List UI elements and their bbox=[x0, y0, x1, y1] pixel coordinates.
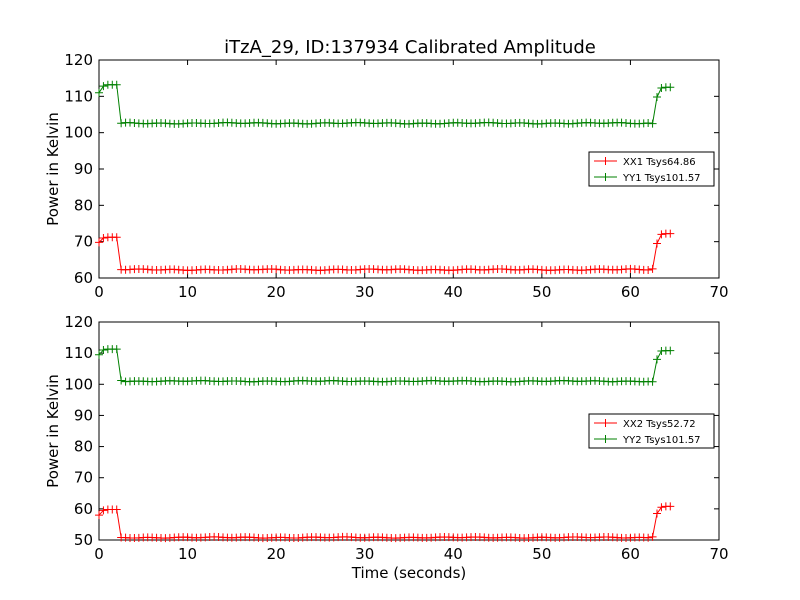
y-tick-label: 100 bbox=[64, 375, 93, 393]
data-point-marker bbox=[653, 355, 661, 364]
legend-entry-label: YY1 Tsys101.57 bbox=[622, 173, 701, 184]
y-tick-label: 60 bbox=[74, 269, 93, 287]
legend-entry-label: XX1 Tsys64.86 bbox=[623, 157, 696, 168]
data-point-marker bbox=[666, 83, 675, 92]
data-point-marker bbox=[653, 239, 661, 248]
legend-box bbox=[588, 413, 715, 449]
x-tick-label: 70 bbox=[709, 545, 728, 563]
data-point-marker bbox=[99, 346, 108, 355]
x-tick-label: 30 bbox=[355, 283, 374, 301]
data-point-marker bbox=[666, 346, 675, 355]
y-tick-label: 90 bbox=[74, 406, 93, 424]
x-tick-label: 0 bbox=[94, 545, 104, 563]
data-point-marker bbox=[117, 376, 126, 385]
x-tick-label: 60 bbox=[621, 283, 640, 301]
legend-entry-label: YY2 Tsys101.57 bbox=[622, 435, 701, 446]
top-plot-panel: 0 10 20 30 40 50 60 70 60 70 80 90 100 110 120 Power in… bbox=[44, 51, 729, 301]
x-axis-label: Time (seconds) bbox=[351, 564, 467, 582]
data-point-marker bbox=[644, 265, 653, 274]
y-axis-label: Power in Kelvin bbox=[44, 374, 62, 488]
data-point-marker bbox=[112, 345, 121, 354]
data-point-marker bbox=[95, 88, 103, 97]
data-point-marker bbox=[657, 83, 666, 92]
x-tick-label: 20 bbox=[267, 545, 286, 563]
x-tick-label: 30 bbox=[355, 545, 374, 563]
x-tick-label: 10 bbox=[178, 283, 197, 301]
y-tick-label: 70 bbox=[74, 469, 93, 487]
data-point-marker bbox=[99, 506, 108, 515]
legend-swatch-marker bbox=[601, 157, 610, 165]
data-point-marker bbox=[648, 532, 657, 541]
series-yy1 bbox=[95, 80, 675, 128]
data-point-marker bbox=[99, 234, 108, 243]
y-tick-label: 80 bbox=[74, 438, 93, 456]
legend-swatch-marker bbox=[601, 419, 610, 427]
series-xx1 bbox=[95, 229, 675, 275]
series-xx2 bbox=[95, 502, 675, 543]
legend-swatch-marker bbox=[601, 435, 610, 443]
legend: XX1 Tsys64.86 YY1 Tsys101.57 bbox=[588, 151, 715, 187]
data-point-marker bbox=[657, 230, 666, 239]
data-point-marker bbox=[112, 505, 121, 514]
x-tick-label: 10 bbox=[178, 545, 197, 563]
y-axis-label: Power in Kelvin bbox=[44, 112, 62, 226]
data-point-marker bbox=[112, 233, 121, 242]
data-point-marker bbox=[644, 119, 653, 128]
legend: XX2 Tsys52.72 YY2 Tsys101.57 bbox=[588, 413, 715, 449]
data-point-marker bbox=[95, 350, 103, 359]
data-point-marker bbox=[653, 93, 661, 102]
data-point-marker bbox=[644, 533, 653, 542]
y-tick-label: 100 bbox=[64, 124, 93, 142]
data-point-marker bbox=[95, 238, 103, 247]
legend-entry-label: XX2 Tsys52.72 bbox=[623, 419, 696, 430]
data-point-marker bbox=[95, 511, 103, 520]
legend-box bbox=[588, 151, 715, 187]
x-tick-label: 50 bbox=[532, 545, 551, 563]
data-point-marker bbox=[648, 119, 657, 128]
bottom-plot-panel: 0 10 20 30 40 50 60 70 50 60 70 80 90 100 110 120 Power … bbox=[44, 313, 729, 582]
x-tick-label: 0 bbox=[94, 283, 104, 301]
x-tick-label: 20 bbox=[267, 283, 286, 301]
x-tick-label: 70 bbox=[709, 283, 728, 301]
y-tick-label: 110 bbox=[64, 87, 93, 105]
data-point-marker bbox=[648, 264, 657, 273]
y-tick-label: 80 bbox=[74, 196, 93, 214]
y-tick-label: 120 bbox=[64, 51, 93, 69]
y-tick-label: 70 bbox=[74, 233, 93, 251]
data-point-marker bbox=[112, 80, 121, 89]
x-tick-label: 40 bbox=[444, 283, 463, 301]
figure-title: iTzA_29, ID:137934 Calibrated Amplitude bbox=[224, 37, 596, 58]
data-point-marker bbox=[117, 119, 126, 128]
x-tick-label: 40 bbox=[444, 545, 463, 563]
y-tick-label: 110 bbox=[64, 344, 93, 362]
data-point-marker bbox=[653, 509, 661, 518]
data-point-marker bbox=[648, 377, 657, 386]
data-point-marker bbox=[666, 502, 675, 511]
y-tick-label: 50 bbox=[74, 531, 93, 549]
data-point-marker bbox=[657, 503, 666, 512]
y-tick-label: 90 bbox=[74, 160, 93, 178]
x-tick-label: 60 bbox=[621, 545, 640, 563]
data-point-marker bbox=[666, 229, 675, 238]
y-tick-label: 60 bbox=[74, 500, 93, 518]
series-yy2 bbox=[95, 345, 675, 386]
y-tick-label: 120 bbox=[64, 313, 93, 331]
x-tick-label: 50 bbox=[532, 283, 551, 301]
legend-swatch-marker bbox=[601, 173, 610, 181]
data-point-marker bbox=[99, 82, 108, 91]
